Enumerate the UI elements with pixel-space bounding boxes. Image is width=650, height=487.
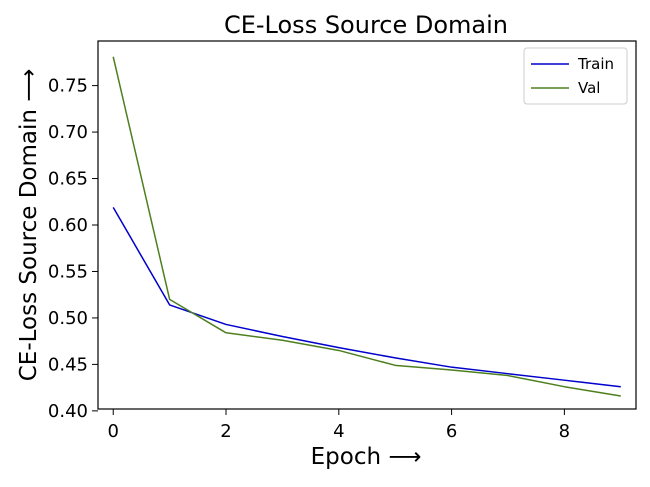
y-tick-label: 0.70 [48, 122, 88, 143]
y-tick-label: 0.65 [48, 169, 88, 190]
y-tick-label: 0.45 [48, 354, 88, 375]
legend: Train Val [523, 47, 628, 105]
y-tick-label: 0.75 [48, 76, 88, 97]
chart-title: CE-Loss Source Domain [224, 11, 508, 39]
x-axis: 0 2 4 6 8 [107, 409, 570, 442]
legend-label-train: Train [577, 55, 614, 73]
series-line-train [112, 206, 621, 388]
y-tick-label: 0.40 [48, 401, 88, 422]
legend-box [523, 47, 628, 105]
x-tick-label: 0 [107, 421, 118, 442]
y-axis-label: CE-Loss Source Domain ⟶ [16, 69, 42, 382]
x-axis-label: Epoch ⟶ [311, 444, 422, 470]
legend-label-val: Val [578, 79, 600, 97]
x-tick-label: 4 [333, 421, 344, 442]
y-axis: 0.40 0.45 0.50 0.55 0.60 0.65 0.70 0.75 [48, 76, 98, 422]
series-line-val [112, 56, 621, 397]
x-tick-label: 2 [220, 421, 231, 442]
series-layer [112, 56, 621, 397]
y-tick-label: 0.50 [48, 308, 88, 329]
x-tick-label: 8 [559, 421, 570, 442]
x-tick-label: 6 [446, 421, 457, 442]
y-tick-label: 0.55 [48, 261, 88, 282]
y-tick-label: 0.60 [48, 215, 88, 236]
